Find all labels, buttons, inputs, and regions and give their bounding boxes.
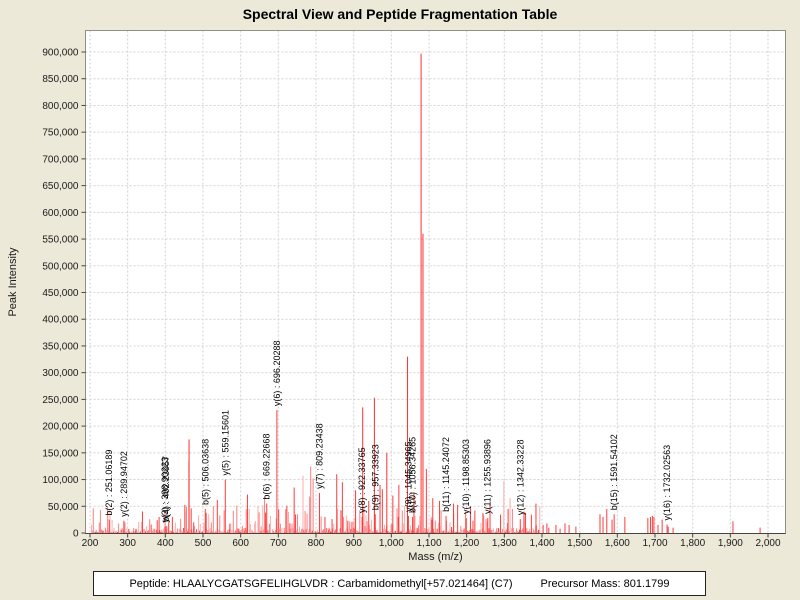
chart-title: Spectral View and Peptide Fragmentation … <box>242 6 558 22</box>
precursor-mass-label: Precursor Mass: 801.1799 <box>540 577 670 590</box>
x-tick-label: 1,400 <box>529 538 554 549</box>
x-tick-label: 1,200 <box>454 538 479 549</box>
x-tick-label: 1,900 <box>718 538 743 549</box>
x-tick-label: 400 <box>157 538 174 549</box>
y-tick-label: 500,000 <box>42 261 79 272</box>
peak-annotation: y(12) : 1342.33228 <box>515 440 525 516</box>
y-tick-label: 400,000 <box>42 315 79 326</box>
y-tick-label: 300,000 <box>42 368 79 379</box>
x-tick-label: 1,800 <box>680 538 705 549</box>
x-axis-title: Mass (m/z) <box>408 551 462 563</box>
peak-annotation: y(2) : 289.94702 <box>119 451 129 517</box>
y-tick-label: 50,000 <box>48 502 79 513</box>
y-tick-label: 700,000 <box>42 154 79 165</box>
peak-annotation: y(3) : 398.90223 <box>160 457 170 523</box>
peak-annotation: y(11) : 1255.93896 <box>483 439 493 514</box>
y-tick-label: 900,000 <box>42 48 79 59</box>
peak-annotation: y(16) : 1732.02563 <box>662 445 672 521</box>
peak-annotation: b(10) : 1056.34265 <box>408 437 418 513</box>
x-tick-label: 2,000 <box>755 538 780 549</box>
peak-annotation: y(10) : 1198.85303 <box>461 439 471 514</box>
y-tick-label: 750,000 <box>42 128 79 139</box>
x-tick-label: 500 <box>195 538 212 549</box>
peptide-label: Peptide: HLAALYCGATSGFELIHGLVDR : Carbam… <box>129 577 513 590</box>
x-tick-label: 700 <box>270 538 287 549</box>
x-tick-label: 900 <box>345 538 362 549</box>
x-tick-label: 1,500 <box>567 538 592 549</box>
y-tick-label: 350,000 <box>42 341 79 352</box>
peak-annotation: b(11) : 1145.24072 <box>441 437 451 512</box>
plot-area <box>85 30 786 534</box>
y-tick-label: 450,000 <box>42 288 79 299</box>
y-tick-label: 650,000 <box>42 181 79 192</box>
y-tick-label: 850,000 <box>42 74 79 85</box>
y-tick-label: 150,000 <box>42 448 79 459</box>
y-tick-label: 100,000 <box>42 475 79 486</box>
peak-annotation: b(2) : 251.06189 <box>104 450 114 516</box>
x-tick-label: 1,000 <box>379 538 404 549</box>
y-axis-title: Peak Intensity <box>7 247 19 317</box>
peak-annotation: y(5) : 559.15601 <box>220 410 230 476</box>
peak-annotation: b(15) : 1591.54102 <box>609 434 619 510</box>
x-tick-label: 1,600 <box>605 538 630 549</box>
peak-annotation: y(7) : 809.23438 <box>314 423 324 489</box>
x-tick-label: 800 <box>308 538 325 549</box>
y-tick-label: 0 <box>73 529 79 540</box>
peptide-info-box: Peptide: HLAALYCGATSGFELIHGLVDR : Carbam… <box>93 571 706 596</box>
peak-annotation: b(9) : 957.33923 <box>370 444 380 510</box>
peak-annotation: b(4) : 402.23957 <box>161 456 171 522</box>
x-tick-label: 300 <box>119 538 136 549</box>
y-tick-label: 550,000 <box>42 235 79 246</box>
peak-annotation: y(8) : 922.33765 <box>357 447 367 513</box>
y-tick-label: 800,000 <box>42 101 79 112</box>
peak-annotation: y(6) : 696.20288 <box>272 341 282 407</box>
peak-annotation: y(9) : 1045.34965 <box>403 441 413 512</box>
y-tick-label: 600,000 <box>42 208 79 219</box>
y-tick-label: 200,000 <box>42 422 79 433</box>
x-tick-label: 1,700 <box>642 538 667 549</box>
x-tick-label: 200 <box>82 538 99 549</box>
x-tick-label: 600 <box>232 538 249 549</box>
y-tick-label: 250,000 <box>42 395 79 406</box>
x-tick-label: 1,300 <box>492 538 517 549</box>
x-tick-label: 1,100 <box>416 538 441 549</box>
peak-annotation: b(6) : 669.22668 <box>262 434 272 500</box>
peak-annotation: b(5) : 506.03638 <box>200 439 210 505</box>
